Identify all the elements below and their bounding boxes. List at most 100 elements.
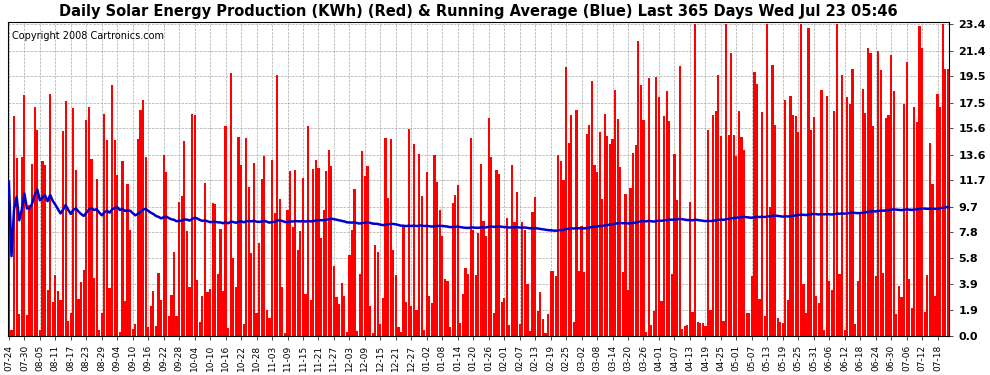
Bar: [730, 53, 733, 336]
Bar: [482, 220, 485, 336]
Bar: [255, 313, 257, 336]
Bar: [29, 205, 31, 336]
Bar: [410, 306, 413, 336]
Bar: [861, 89, 864, 336]
Bar: [609, 144, 611, 336]
Bar: [493, 313, 495, 336]
Bar: [37, 130, 39, 336]
Bar: [575, 110, 577, 336]
Bar: [686, 325, 688, 336]
Bar: [8, 182, 10, 336]
Bar: [178, 202, 180, 336]
Bar: [333, 266, 335, 336]
Bar: [588, 125, 590, 336]
Bar: [593, 165, 596, 336]
Bar: [937, 94, 939, 336]
Bar: [895, 314, 897, 336]
Bar: [214, 204, 217, 336]
Bar: [906, 62, 908, 336]
Bar: [596, 172, 598, 336]
Bar: [885, 118, 887, 336]
Bar: [448, 327, 451, 336]
Bar: [650, 326, 652, 336]
Bar: [390, 139, 392, 336]
Bar: [934, 296, 937, 336]
Bar: [356, 331, 358, 336]
Bar: [815, 296, 818, 336]
Bar: [341, 283, 343, 336]
Bar: [328, 150, 330, 336]
Bar: [21, 157, 23, 336]
Bar: [753, 72, 755, 336]
Bar: [384, 138, 387, 336]
Bar: [170, 294, 172, 336]
Bar: [782, 323, 784, 336]
Bar: [562, 180, 564, 336]
Bar: [294, 170, 296, 336]
Bar: [93, 278, 95, 336]
Bar: [514, 222, 516, 336]
Bar: [263, 156, 265, 336]
Bar: [439, 210, 441, 336]
Bar: [813, 117, 815, 336]
Bar: [763, 316, 766, 336]
Bar: [379, 324, 381, 336]
Bar: [903, 104, 905, 336]
Bar: [908, 279, 910, 336]
Bar: [758, 299, 760, 336]
Bar: [921, 48, 924, 336]
Bar: [498, 174, 500, 336]
Bar: [741, 136, 742, 336]
Bar: [193, 116, 196, 336]
Bar: [821, 90, 823, 336]
Bar: [622, 272, 624, 336]
Bar: [286, 210, 289, 336]
Bar: [604, 114, 606, 336]
Bar: [320, 238, 322, 336]
Bar: [663, 116, 665, 336]
Bar: [13, 116, 15, 336]
Bar: [315, 160, 317, 336]
Bar: [273, 213, 275, 336]
Bar: [869, 53, 871, 336]
Bar: [710, 310, 712, 336]
Bar: [186, 231, 188, 336]
Bar: [426, 172, 428, 336]
Bar: [521, 222, 524, 336]
Bar: [689, 202, 691, 336]
Bar: [188, 287, 191, 336]
Bar: [704, 326, 707, 336]
Bar: [248, 188, 249, 336]
Bar: [56, 291, 59, 336]
Bar: [702, 323, 704, 336]
Bar: [831, 290, 833, 336]
Bar: [750, 276, 753, 336]
Bar: [776, 318, 779, 336]
Bar: [201, 296, 204, 336]
Bar: [554, 276, 557, 336]
Bar: [573, 322, 575, 336]
Bar: [916, 122, 918, 336]
Bar: [42, 160, 44, 336]
Bar: [72, 108, 74, 336]
Bar: [627, 291, 629, 336]
Bar: [469, 138, 472, 336]
Bar: [745, 313, 747, 336]
Bar: [848, 104, 851, 336]
Bar: [532, 211, 534, 336]
Bar: [446, 281, 448, 336]
Bar: [157, 273, 159, 336]
Bar: [632, 153, 635, 336]
Bar: [44, 165, 47, 336]
Bar: [204, 183, 206, 336]
Bar: [678, 66, 681, 336]
Bar: [331, 166, 333, 336]
Bar: [524, 230, 526, 336]
Bar: [733, 135, 735, 336]
Bar: [250, 253, 252, 336]
Bar: [823, 330, 825, 336]
Bar: [516, 192, 518, 336]
Bar: [774, 125, 776, 336]
Bar: [395, 276, 397, 336]
Bar: [405, 302, 407, 336]
